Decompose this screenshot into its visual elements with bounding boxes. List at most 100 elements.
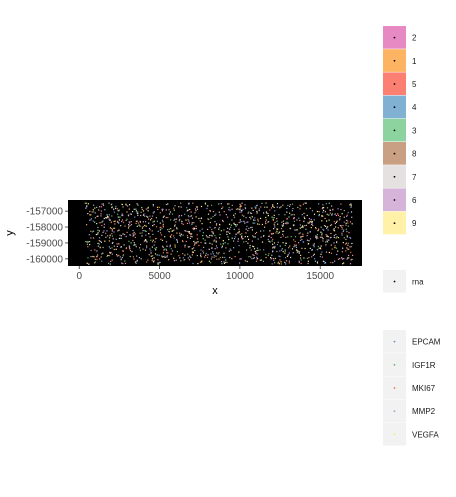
data-point	[292, 224, 295, 227]
data-point	[295, 246, 298, 248]
data-point	[245, 228, 247, 230]
data-point	[98, 237, 101, 239]
data-point	[171, 234, 173, 236]
data-point	[270, 207, 273, 209]
legend-item: 9	[383, 211, 417, 235]
data-point	[140, 258, 142, 260]
data-point	[164, 248, 166, 250]
data-point	[221, 207, 223, 210]
data-point	[214, 235, 216, 237]
data-point	[242, 238, 244, 240]
data-point	[204, 202, 207, 204]
data-point	[211, 231, 213, 233]
data-point	[190, 215, 192, 217]
data-point	[224, 256, 226, 259]
data-point	[162, 252, 164, 254]
data-point	[351, 223, 353, 225]
data-point	[192, 251, 194, 253]
data-point	[273, 214, 275, 216]
data-point	[244, 208, 247, 210]
data-point	[166, 245, 168, 247]
data-point	[166, 252, 168, 254]
data-point	[155, 247, 158, 249]
data-point	[324, 262, 326, 264]
data-point	[316, 261, 318, 263]
data-point	[319, 236, 322, 238]
data-point	[154, 241, 156, 243]
data-point	[274, 245, 276, 247]
data-point	[157, 263, 159, 265]
data-point	[288, 262, 290, 264]
data-point	[300, 236, 302, 238]
data-point	[118, 229, 120, 231]
data-point	[202, 232, 204, 234]
data-point	[321, 208, 323, 210]
data-point	[239, 203, 241, 205]
data-point	[152, 221, 154, 223]
data-point	[120, 237, 122, 239]
data-point	[247, 242, 249, 244]
data-point	[102, 231, 104, 234]
data-point	[278, 261, 280, 263]
data-point	[185, 230, 187, 232]
data-point	[188, 216, 190, 218]
legend-item: 1	[383, 49, 417, 72]
data-point	[134, 216, 136, 218]
data-point	[327, 229, 329, 231]
data-point	[139, 249, 141, 251]
data-point	[200, 253, 202, 255]
data-point	[251, 216, 253, 218]
data-point	[199, 261, 202, 263]
data-point	[210, 234, 212, 236]
data-point	[284, 214, 286, 216]
data-point	[170, 219, 172, 221]
data-point	[104, 240, 106, 242]
data-point	[128, 221, 130, 223]
data-point	[158, 206, 160, 208]
data-point	[202, 235, 204, 237]
data-point	[350, 237, 352, 239]
data-point	[261, 223, 263, 226]
data-point	[256, 256, 258, 258]
data-point	[118, 237, 121, 239]
data-point	[194, 243, 196, 245]
data-point	[147, 210, 149, 212]
data-point	[347, 220, 349, 222]
data-point	[142, 226, 144, 228]
data-point	[189, 208, 191, 211]
data-point	[310, 227, 312, 229]
data-point	[309, 207, 311, 209]
data-point	[173, 209, 175, 211]
data-point	[103, 230, 105, 232]
legend-point	[393, 152, 396, 155]
data-point	[204, 239, 206, 241]
data-point	[138, 224, 140, 226]
data-point	[155, 217, 157, 219]
data-point	[162, 216, 164, 218]
data-point	[259, 217, 262, 219]
data-point	[289, 212, 291, 214]
data-point	[253, 219, 255, 221]
data-point	[179, 218, 181, 221]
x-tick: 10000	[226, 266, 254, 282]
data-point	[272, 247, 274, 249]
data-point	[167, 217, 169, 219]
data-point	[343, 237, 345, 239]
data-point	[300, 254, 302, 256]
data-point	[260, 259, 262, 261]
data-point	[230, 226, 232, 228]
data-point	[345, 228, 347, 230]
data-point	[195, 216, 197, 218]
data-point	[191, 222, 193, 224]
data-point	[343, 216, 345, 218]
data-point	[154, 247, 156, 249]
data-point	[278, 232, 280, 234]
data-point	[191, 251, 194, 253]
data-point	[151, 230, 153, 232]
data-point	[89, 214, 91, 216]
data-point	[283, 223, 285, 225]
data-point	[162, 226, 164, 228]
data-point	[116, 243, 118, 245]
data-point	[310, 218, 312, 220]
x-tick-label: 15000	[306, 271, 334, 282]
